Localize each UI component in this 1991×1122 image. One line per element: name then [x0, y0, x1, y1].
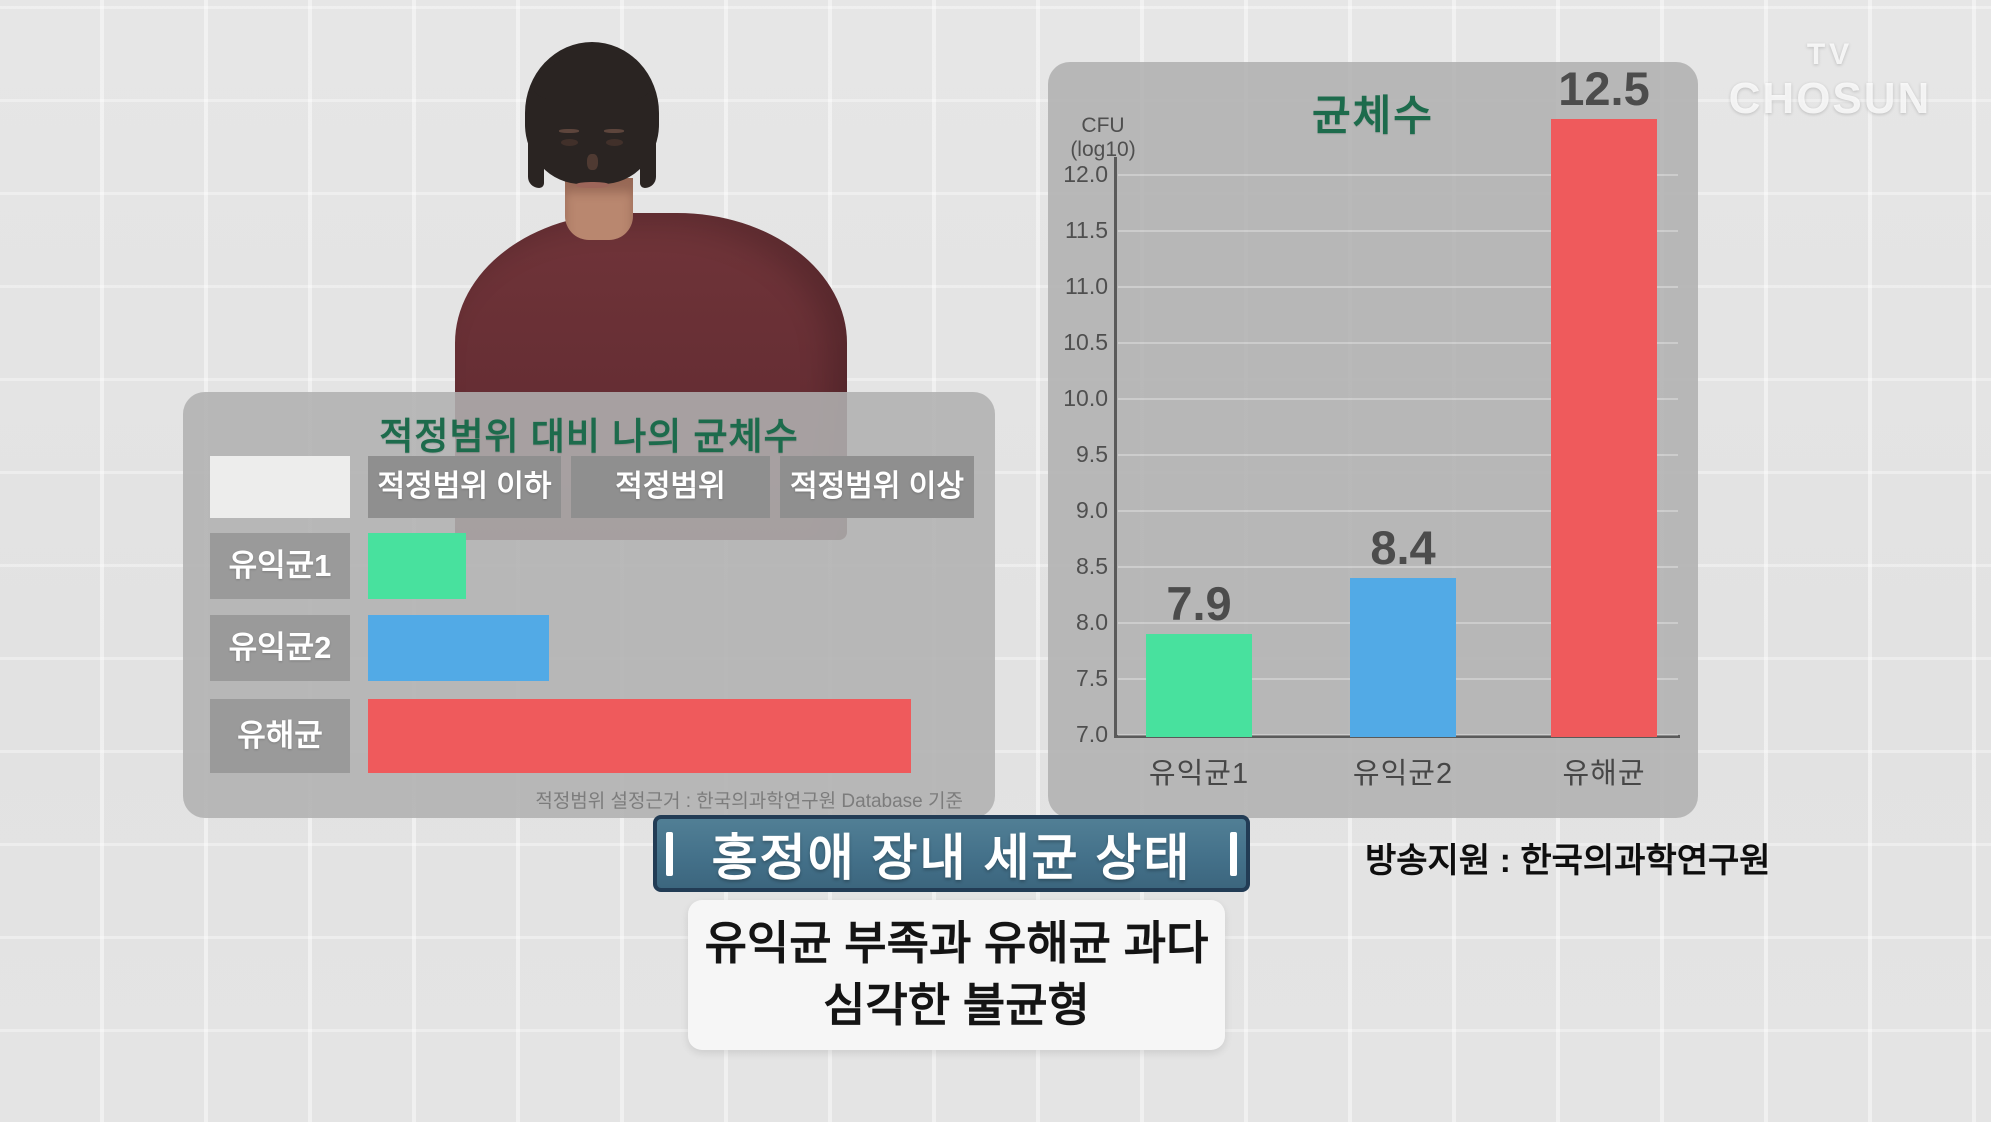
row-label: 유익균2 — [210, 615, 350, 681]
banner-accent-bar — [1230, 832, 1237, 876]
broadcast-support-credit: 방송지원 : 한국의과학연구원 — [1365, 842, 1771, 880]
person-mouth — [576, 182, 609, 188]
unit-line1: CFU — [1081, 114, 1125, 137]
banner-accent-bar — [666, 832, 673, 876]
y-tick-label: 9.0 — [1076, 497, 1108, 523]
caption-line2: 심각한 불균형 — [823, 979, 1090, 1031]
bar — [1146, 634, 1252, 737]
chart-title: 균체수 — [1312, 92, 1434, 139]
logo-chosun-text: CHOSUN — [1728, 74, 1932, 123]
bacteria-count-chart-panel: 균체수 CFU (log10) 12.0 11.5 11.0 10.5 10.0 9.5 9… — [1048, 62, 1698, 818]
row-bar — [368, 615, 549, 681]
y-axis-line — [1114, 157, 1117, 737]
row-bar — [368, 533, 466, 599]
grid-line — [1118, 454, 1678, 456]
person-eye — [606, 139, 623, 146]
header-cell-above-range: 적정범위 이상 — [780, 456, 974, 518]
grid-line — [1118, 230, 1678, 232]
y-tick-label: 11.0 — [1064, 273, 1108, 299]
bar — [1350, 578, 1456, 737]
x-tick-label: 유익균2 — [1352, 758, 1454, 790]
y-tick-label: 7.5 — [1076, 665, 1108, 691]
person-bangs — [534, 58, 650, 102]
logo-tv-text: TV — [1806, 38, 1854, 71]
banner-title: 홍정애 장내 세균 상태 — [711, 829, 1192, 886]
grid-line — [1118, 566, 1678, 568]
y-tick-label: 10.0 — [1063, 385, 1108, 411]
y-axis-unit-label: CFU (log10) — [1058, 114, 1148, 162]
grid-line — [1118, 342, 1678, 344]
row-label: 유해균 — [210, 699, 350, 773]
row-label: 유익균1 — [210, 533, 350, 599]
person-hair-side — [528, 114, 544, 188]
bar-value-label: 8.4 — [1370, 521, 1436, 575]
x-tick-label: 유해균 — [1562, 758, 1646, 790]
y-tick-label: 10.5 — [1063, 329, 1108, 355]
caption-box: 유익균 부족과 유해균 과다 심각한 불균형 — [688, 900, 1225, 1050]
unit-line2: (log10) — [1070, 138, 1136, 161]
grid-line — [1118, 174, 1678, 176]
y-tick-label: 8.0 — [1076, 609, 1108, 635]
grid-line — [1118, 398, 1678, 400]
tv-chosun-logo: TV CHOSUN — [1700, 38, 1960, 124]
person-head — [525, 42, 659, 214]
person-eyebrow — [559, 129, 579, 133]
range-panel-title: 적정범위 대비 나의 균체수 — [379, 416, 799, 457]
source-note: 적정범위 설정근거 : 한국의과학연구원 Database 기준 — [535, 791, 963, 812]
bar-value-label: 7.9 — [1166, 577, 1232, 631]
person-hair-side — [640, 114, 656, 188]
header-cell-below-range: 적정범위 이하 — [368, 456, 561, 518]
y-tick-label: 7.0 — [1076, 721, 1108, 747]
range-comparison-panel: 적정범위 대비 나의 균체수 적정범위 이하 적정범위 적정범위 이상 유익균1… — [183, 392, 995, 818]
x-tick-label: 유익균1 — [1148, 758, 1250, 790]
person-eyebrow — [604, 129, 624, 133]
person-eye — [561, 139, 578, 146]
grid-line — [1118, 510, 1678, 512]
header-cell-in-range: 적정범위 — [571, 456, 770, 518]
person-nose — [587, 154, 598, 170]
header-cell-empty — [210, 456, 350, 518]
title-banner: 홍정애 장내 세균 상태 — [653, 815, 1250, 892]
y-tick-label: 12.0 — [1063, 161, 1108, 187]
y-tick-label: 8.5 — [1076, 553, 1108, 579]
grid-line — [1118, 286, 1678, 288]
bar — [1551, 119, 1657, 737]
row-bar — [368, 699, 911, 773]
person-neck — [565, 178, 633, 240]
bar-value-label: 12.5 — [1558, 62, 1650, 115]
y-tick-label: 9.5 — [1076, 441, 1108, 467]
caption-line1: 유익균 부족과 유해균 과다 — [704, 917, 1209, 969]
y-tick-label: 11.5 — [1064, 217, 1108, 243]
